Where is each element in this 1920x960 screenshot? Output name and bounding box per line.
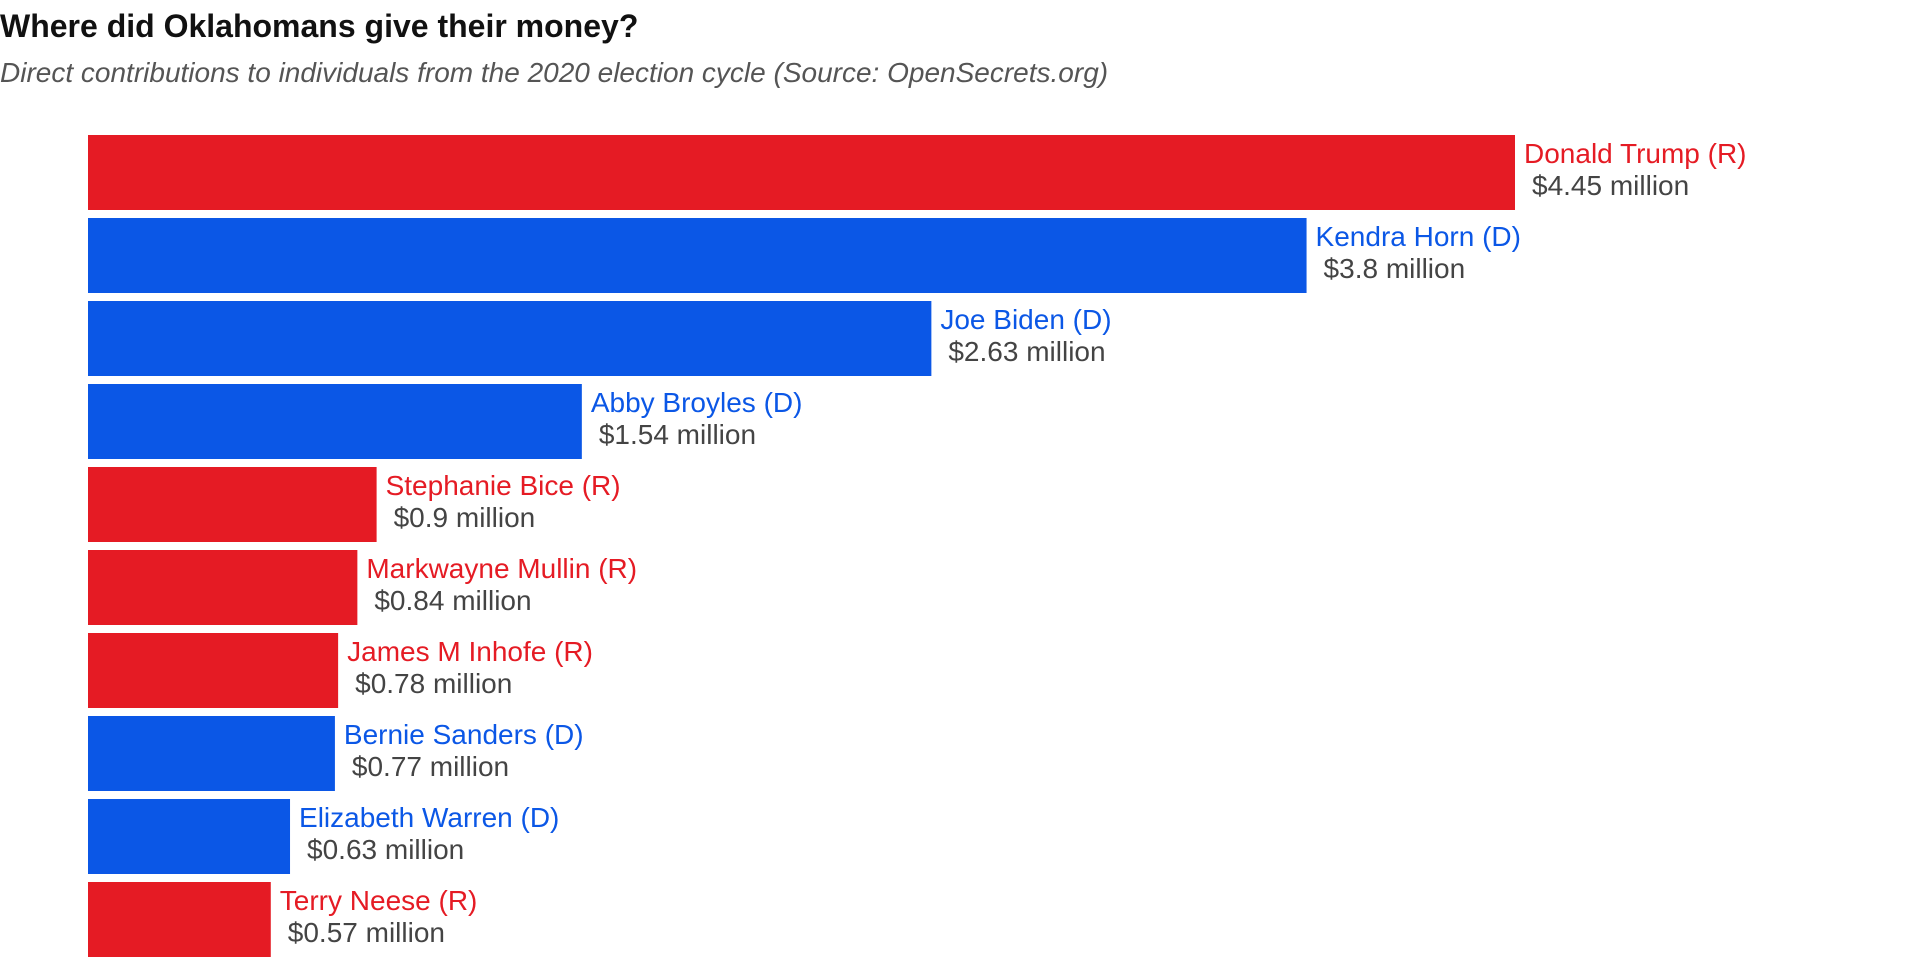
bar [88,550,358,625]
bar-value-label: $0.77 million [352,751,509,782]
bar-value-label: $0.84 million [374,585,531,616]
bar-group: Markwayne Mullin (R)$0.84 million [88,550,637,625]
bar-category-label: Donald Trump (R) [1524,138,1747,169]
bar-value-label: $0.57 million [288,917,445,948]
bar [88,301,932,376]
bar [88,716,335,791]
bar-value-label: $2.63 million [948,336,1105,367]
chart-title: Where did Oklahomans give their money? [0,8,639,44]
bar-group: Joe Biden (D)$2.63 million [88,301,1112,376]
bar-group: Terry Neese (R)$0.57 million [88,882,477,957]
bar-value-label: $0.63 million [307,834,464,865]
bar [88,882,271,957]
bar [88,218,1307,293]
bar [88,799,291,874]
bar-category-label: Abby Broyles (D) [591,387,803,418]
bar-group: Stephanie Bice (R)$0.9 million [88,467,621,542]
bar-group: James M Inhofe (R)$0.78 million [88,633,593,708]
bar-value-label: $3.8 million [1324,253,1466,284]
bar-category-label: Stephanie Bice (R) [386,470,621,501]
bar-category-label: Kendra Horn (D) [1316,221,1521,252]
bar-category-label: Terry Neese (R) [280,885,478,916]
bar [88,135,1515,210]
bar [88,467,377,542]
chart-subtitle: Direct contributions to individuals from… [0,57,1109,88]
bar-group: Elizabeth Warren (D)$0.63 million [88,799,559,874]
bar-category-label: Markwayne Mullin (R) [366,553,637,584]
bar-category-label: Bernie Sanders (D) [344,719,584,750]
bar-value-label: $0.9 million [394,502,536,533]
bar-category-label: Elizabeth Warren (D) [299,802,559,833]
bar-category-label: Joe Biden (D) [940,304,1111,335]
bar-group: Abby Broyles (D)$1.54 million [88,384,802,459]
bar [88,384,582,459]
bar [88,633,339,708]
bar-value-label: $1.54 million [599,419,756,450]
bar-group: Kendra Horn (D)$3.8 million [88,218,1521,293]
bar-group: Donald Trump (R)$4.45 million [88,135,1747,210]
bar-category-label: James M Inhofe (R) [347,636,593,667]
bar-value-label: $0.78 million [355,668,512,699]
bar-group: Bernie Sanders (D)$0.77 million [88,716,584,791]
bar-value-label: $4.45 million [1532,170,1689,201]
